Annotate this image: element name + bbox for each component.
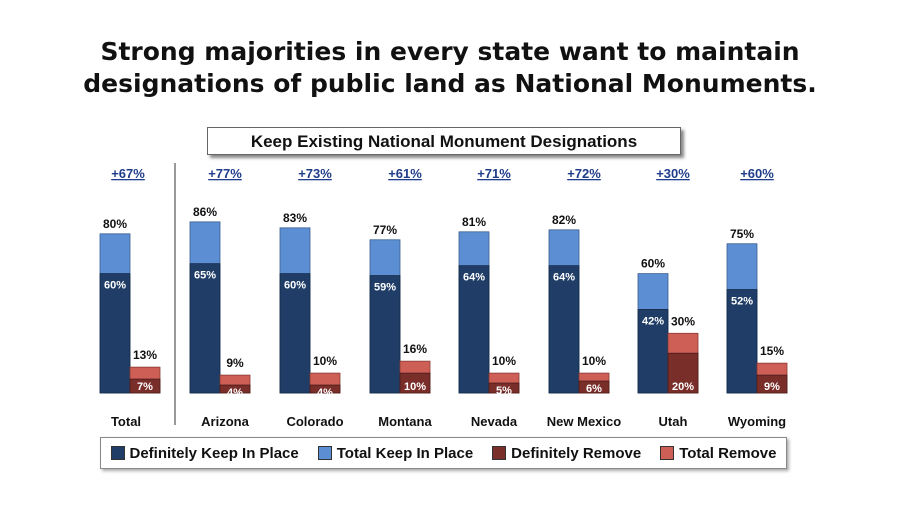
label-definitely-keep-new-mexico: 64% — [553, 272, 575, 284]
bar-definitely-keep-utah — [637, 309, 669, 394]
label-total-remove-montana: 16% — [403, 342, 427, 356]
label-total-keep-nevada: 81% — [462, 215, 486, 229]
label-total-remove-utah: 30% — [671, 314, 695, 328]
label-definitely-keep-colorado: 60% — [284, 280, 306, 292]
chart-title: Keep Existing National Monument Designat… — [207, 127, 681, 155]
legend-swatch-definitely-remove — [492, 446, 507, 460]
net-label-nevada: +71% — [477, 166, 511, 181]
label-total-keep-montana: 77% — [373, 223, 397, 237]
bar-definitely-remove-nevada — [488, 382, 520, 394]
net-label-colorado: +73% — [298, 166, 332, 181]
legend: Definitely Keep In Place Total Keep In P… — [100, 437, 787, 469]
headline-line-2: designations of public land as National … — [83, 69, 817, 98]
net-label-montana: +61% — [388, 166, 422, 181]
legend-label-total-keep: Total Keep In Place — [336, 444, 474, 462]
category-label-montana: Montana — [378, 414, 432, 429]
label-total-remove-total: 13% — [133, 348, 157, 362]
legend-item-total-remove: Total Remove — [660, 445, 776, 462]
legend-swatch-total-remove — [660, 446, 675, 460]
net-label-arizona: +77% — [208, 166, 242, 181]
bar-definitely-remove-total — [129, 378, 161, 394]
label-definitely-remove-total: 7% — [137, 381, 153, 393]
net-label-total: +67% — [111, 166, 145, 181]
label-definitely-remove-new-mexico: 6% — [586, 383, 602, 395]
category-label-new-mexico: New Mexico — [547, 414, 621, 429]
label-total-remove-colorado: 10% — [313, 354, 337, 368]
label-definitely-keep-wyoming: 52% — [731, 296, 753, 308]
label-definitely-remove-wyoming: 9% — [764, 381, 780, 393]
label-total-keep-wyoming: 75% — [730, 227, 754, 241]
category-label-total: Total — [111, 414, 141, 429]
category-label-arizona: Arizona — [201, 414, 249, 429]
bar-definitely-remove-wyoming — [756, 374, 788, 394]
bar-definitely-keep-nevada — [458, 265, 490, 394]
legend-label-total-remove: Total Remove — [679, 444, 777, 462]
label-total-keep-arizona: 86% — [193, 205, 217, 219]
label-total-remove-new-mexico: 10% — [582, 354, 606, 368]
label-total-keep-new-mexico: 82% — [552, 213, 576, 227]
legend-label-definitely-remove: Definitely Remove — [511, 444, 642, 462]
bar-definitely-keep-arizona — [189, 263, 221, 394]
label-total-keep-utah: 60% — [641, 257, 665, 271]
legend-item-total-keep: Total Keep In Place — [317, 444, 474, 462]
label-total-keep-colorado: 83% — [283, 211, 307, 225]
label-total-remove-arizona: 9% — [226, 356, 244, 370]
headline: Strong majorities in every state want to… — [0, 36, 900, 100]
bar-definitely-keep-montana — [369, 275, 401, 394]
label-total-remove-wyoming: 15% — [760, 344, 784, 358]
label-definitely-remove-colorado: 4% — [317, 387, 333, 399]
headline-line-1: Strong majorities in every state want to… — [100, 37, 800, 66]
category-label-wyoming: Wyoming — [728, 414, 786, 429]
legend-swatch-total-keep — [317, 446, 332, 460]
legend-label-definitely-keep: Definitely Keep In Place — [129, 444, 299, 462]
label-definitely-keep-total: 60% — [104, 280, 126, 292]
label-definitely-remove-nevada: 5% — [496, 385, 512, 397]
bar-definitely-remove-utah — [667, 352, 699, 394]
net-label-utah: +30% — [656, 166, 690, 181]
label-definitely-keep-arizona: 65% — [194, 270, 216, 282]
bar-definitely-keep-new-mexico — [548, 265, 580, 394]
bar-definitely-remove-arizona — [219, 384, 251, 394]
bar-definitely-remove-colorado — [309, 384, 341, 394]
bar-definitely-keep-total — [99, 273, 131, 394]
label-definitely-keep-nevada: 64% — [463, 272, 485, 284]
legend-item-definitely-remove: Definitely Remove — [492, 445, 641, 462]
label-definitely-remove-arizona: 4% — [227, 387, 243, 399]
category-label-nevada: Nevada — [471, 414, 518, 429]
category-label-colorado: Colorado — [286, 414, 343, 429]
category-label-utah: Utah — [659, 414, 688, 429]
bar-definitely-keep-wyoming — [726, 289, 758, 394]
net-label-wyoming: +60% — [740, 166, 774, 181]
net-label-new-mexico: +72% — [567, 166, 601, 181]
legend-item-definitely-keep: Definitely Keep In Place — [110, 444, 299, 462]
label-definitely-remove-utah: 20% — [672, 381, 694, 393]
label-definitely-remove-montana: 10% — [404, 381, 426, 393]
label-total-remove-nevada: 10% — [492, 354, 516, 368]
label-definitely-keep-utah: 42% — [642, 315, 664, 327]
bar-definitely-remove-montana — [399, 372, 431, 394]
bar-definitely-remove-new-mexico — [578, 380, 610, 394]
bar-definitely-keep-colorado — [279, 273, 311, 394]
label-total-keep-total: 80% — [103, 217, 127, 231]
legend-swatch-definitely-keep — [110, 446, 125, 460]
label-definitely-keep-montana: 59% — [374, 282, 396, 294]
